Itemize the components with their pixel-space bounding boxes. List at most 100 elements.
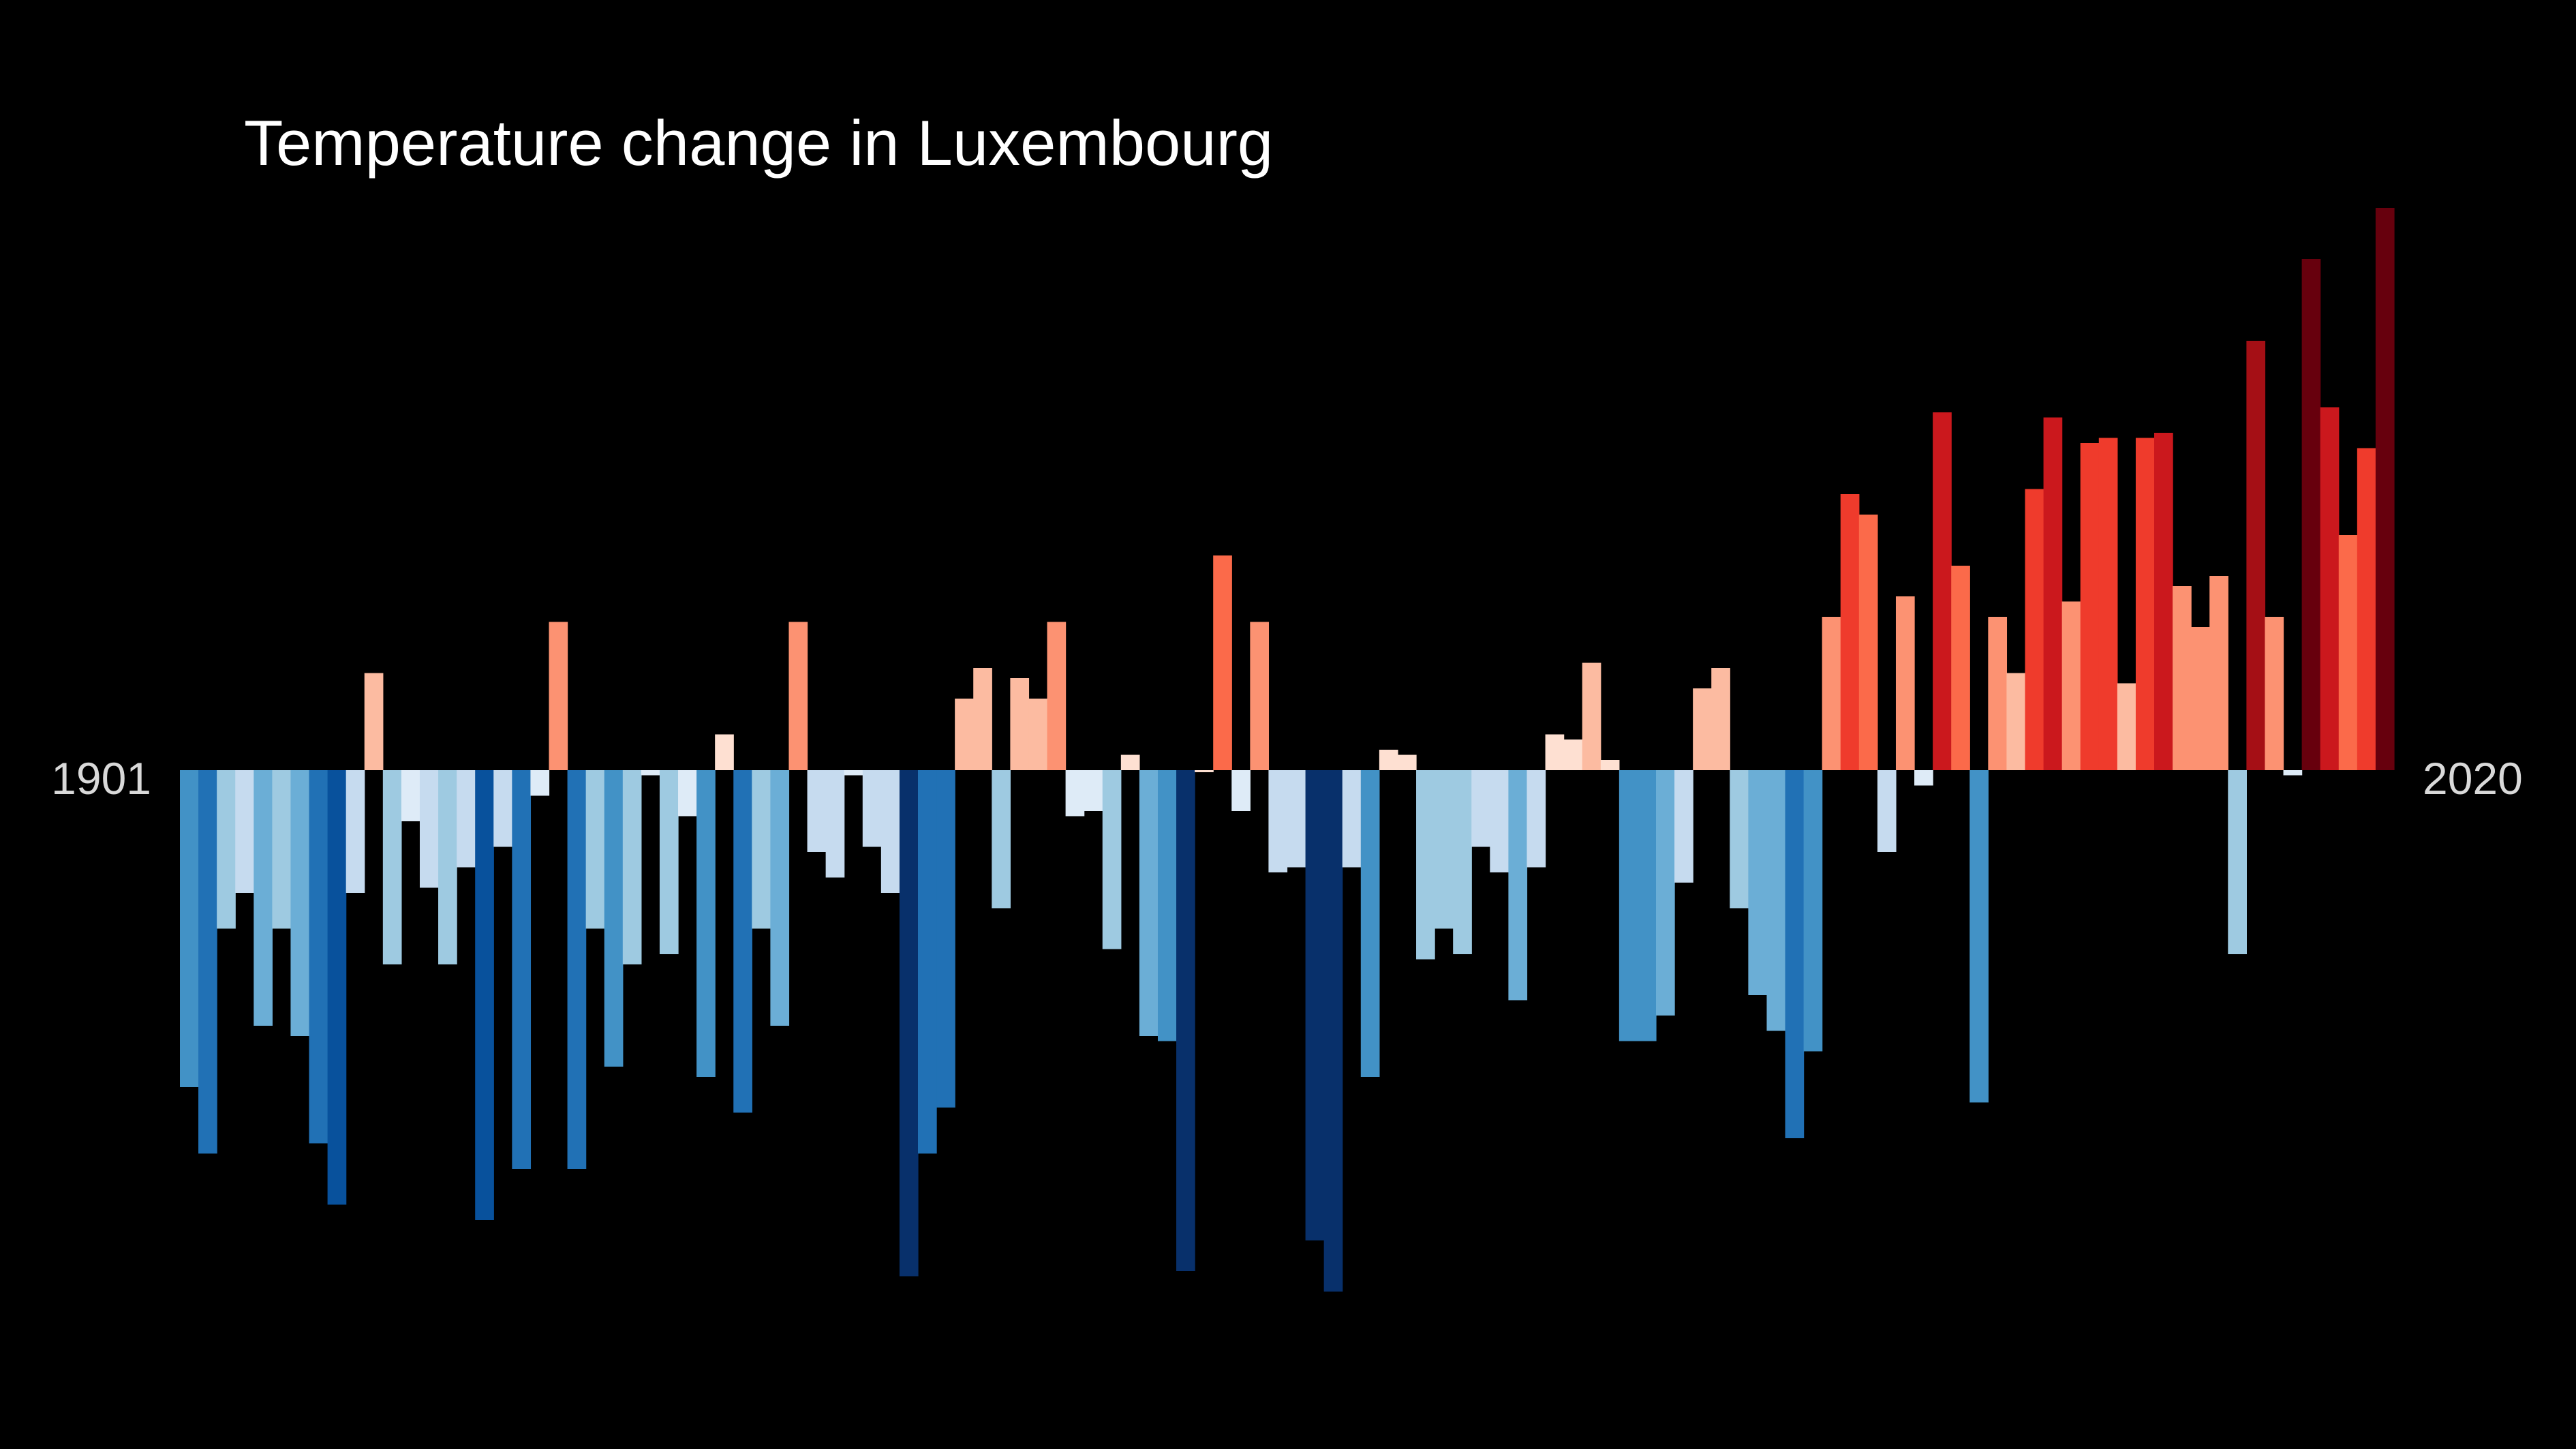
bar-2017 [2320,407,2340,770]
bar-1983 [1693,688,1712,770]
bar-1927 [659,770,679,954]
bar-1901 [180,770,199,1087]
bar-1966 [1379,750,1398,770]
bar-1964 [1342,770,1362,868]
bar-1923 [585,770,605,929]
bar-1929 [696,770,716,1077]
bar-1965 [1360,770,1380,1077]
bar-2001 [2025,489,2044,770]
bar-1991 [1840,494,1860,770]
bar-2008 [2154,433,2173,770]
bar-1916 [457,770,476,868]
bar-1932 [752,770,771,929]
bar-1909 [327,770,347,1205]
bar-1984 [1711,668,1730,770]
bar-1935 [807,770,827,852]
bar-1962 [1305,770,1325,1240]
bar-1959 [1250,622,1270,770]
bar-1940 [899,770,919,1277]
bar-1905 [254,770,273,1026]
bar-1902 [198,770,217,1154]
bar-1961 [1287,770,1306,868]
bar-1997 [1951,566,1970,770]
bars-group [180,208,2395,1292]
bar-1948 [1047,622,1067,770]
bar-1998 [1969,770,1989,1103]
bar-1936 [825,770,845,878]
bar-1979 [1619,770,1638,1041]
bar-1904 [235,770,254,893]
bar-1988 [1785,770,1805,1138]
bar-2004 [2080,443,2100,770]
bar-1975 [1545,734,1565,770]
bar-1915 [438,770,457,964]
bar-1978 [1600,760,1620,770]
bar-1954 [1157,770,1177,1041]
bar-1925 [622,770,642,964]
bar-2014 [2265,617,2284,770]
bar-2009 [2173,586,2192,770]
bar-1944 [973,668,992,770]
bar-1977 [1582,662,1601,770]
bar-1971 [1471,770,1490,847]
bar-1917 [475,770,494,1220]
bar-2018 [2338,535,2358,770]
start-year-label: 1901 [51,753,151,804]
bar-1992 [1858,515,1878,770]
bar-1942 [936,770,955,1108]
bar-1912 [382,770,402,964]
bar-1967 [1397,754,1417,770]
bar-1974 [1527,770,1546,868]
bar-2003 [2061,601,2081,770]
bar-1989 [1803,770,1823,1052]
bar-1919 [512,770,532,1169]
bar-1921 [549,622,568,770]
bar-2011 [2209,576,2228,770]
bar-1910 [346,770,365,893]
bar-1952 [1120,754,1140,770]
bar-1920 [530,770,550,796]
bar-1987 [1766,770,1786,1031]
bar-2010 [2191,627,2210,770]
bar-2002 [2043,417,2063,770]
bar-1934 [788,622,808,770]
bar-1993 [1877,770,1897,852]
bar-1985 [1730,770,1749,909]
bar-1922 [567,770,587,1169]
bar-1931 [733,770,752,1113]
bar-1981 [1656,770,1675,1016]
bar-1960 [1268,770,1288,872]
bar-1918 [493,770,512,847]
bar-2006 [2117,683,2136,770]
bar-1955 [1176,770,1195,1271]
bar-1972 [1490,770,1509,872]
bar-1976 [1563,739,1583,770]
bar-1945 [992,770,1011,909]
bar-1941 [918,770,937,1154]
bar-1951 [1102,770,1122,949]
bar-1990 [1822,617,1841,770]
bar-1947 [1028,699,1048,770]
bar-1970 [1453,770,1472,954]
bar-1907 [290,770,310,1036]
bar-1908 [309,770,328,1144]
bar-2005 [2098,438,2118,770]
bar-1994 [1895,596,1915,770]
end-year-label: 2020 [2423,753,2523,804]
bar-1906 [272,770,292,929]
bar-1956 [1195,770,1214,772]
bar-1913 [401,770,420,821]
bar-1924 [604,770,624,1067]
bar-1933 [770,770,790,1026]
bar-1958 [1231,770,1251,811]
bar-1969 [1435,770,1454,929]
bar-1938 [862,770,882,847]
bar-1999 [1988,617,2008,770]
bar-1939 [880,770,900,893]
bar-2015 [2283,770,2303,776]
bar-1949 [1065,770,1085,817]
bar-1926 [641,770,660,776]
bar-2000 [2006,673,2026,770]
bar-2012 [2228,770,2247,954]
